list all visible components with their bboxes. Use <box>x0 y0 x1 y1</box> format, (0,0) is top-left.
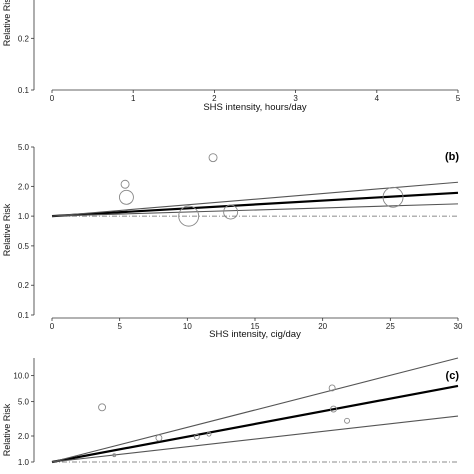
ci-upper-line <box>51 181 459 217</box>
y-tick-label: 5.0 <box>18 143 30 152</box>
x-tick-label: 10 <box>183 322 192 331</box>
study-point <box>112 453 117 458</box>
y-axis-title: Relative Risk <box>2 403 12 456</box>
regression-line <box>51 191 459 218</box>
regression-line <box>51 384 459 464</box>
x-tick-label: 0 <box>50 94 55 103</box>
y-tick-label: 1.0 <box>18 458 30 467</box>
x-tick-label: 25 <box>386 322 395 331</box>
y-tick-label: 5.0 <box>18 398 30 407</box>
x-axis-title: SHS intensity, hours/day <box>203 102 307 113</box>
x-tick-label: 3 <box>293 94 298 103</box>
study-point <box>178 205 200 227</box>
chart-panel-2: 5.0 2.0 1.0 0.5 0.2 0.1 Relative Risk 0 5 10 15 20 2… <box>2 143 463 340</box>
y-tick-label: 0.2 <box>18 34 30 43</box>
y-tick-label: 0.5 <box>18 242 30 251</box>
y-tick-label: 2.0 <box>18 182 30 191</box>
y-axis-title: Relative Risk <box>2 203 12 256</box>
study-point <box>330 405 337 413</box>
study-point <box>382 186 404 208</box>
x-axis-title: SHS intensity, cig/day <box>209 329 301 340</box>
study-point <box>328 384 336 392</box>
ci-lower-line <box>51 203 459 217</box>
x-tick-label: 30 <box>454 322 463 331</box>
x-tick-label: 4 <box>375 94 380 103</box>
y-axis-title: Relative Risk <box>2 0 12 46</box>
panel-letter: (c) <box>446 370 460 382</box>
chart-panel-3: 10.0 5.0 2.0 1.0 Relative Risk (c) <box>2 357 460 467</box>
y-tick-label: 0.1 <box>18 311 30 320</box>
study-point <box>118 189 134 205</box>
panel-letter: (b) <box>445 151 459 163</box>
y-tick-label: 10.0 <box>13 372 29 381</box>
study-point <box>223 204 239 220</box>
study-point <box>98 403 107 412</box>
ci-lower-line <box>51 415 459 463</box>
study-point <box>206 431 212 437</box>
x-tick-label: 20 <box>318 322 327 331</box>
x-tick-label: 15 <box>251 322 260 331</box>
study-point <box>120 179 130 189</box>
x-tick-label: 1 <box>131 94 136 103</box>
y-tick-label: 0.1 <box>18 86 30 95</box>
x-tick-label: 5 <box>456 94 461 103</box>
y-tick-label: 2.0 <box>18 432 30 441</box>
study-point <box>344 417 350 424</box>
study-point <box>193 433 200 440</box>
x-tick-label: 2 <box>212 94 217 103</box>
x-tick-label: 5 <box>117 322 122 331</box>
x-tick-label: 0 <box>50 322 55 331</box>
study-point <box>155 434 163 442</box>
y-tick-label: 1.0 <box>18 212 30 221</box>
chart-panel-1: 0.2 0.1 Relative Risk 0 1 2 3 4 5 SHS intensity, … <box>2 0 461 113</box>
study-point <box>208 153 218 163</box>
y-tick-label: 0.2 <box>18 281 30 290</box>
ci-upper-line <box>51 357 459 463</box>
